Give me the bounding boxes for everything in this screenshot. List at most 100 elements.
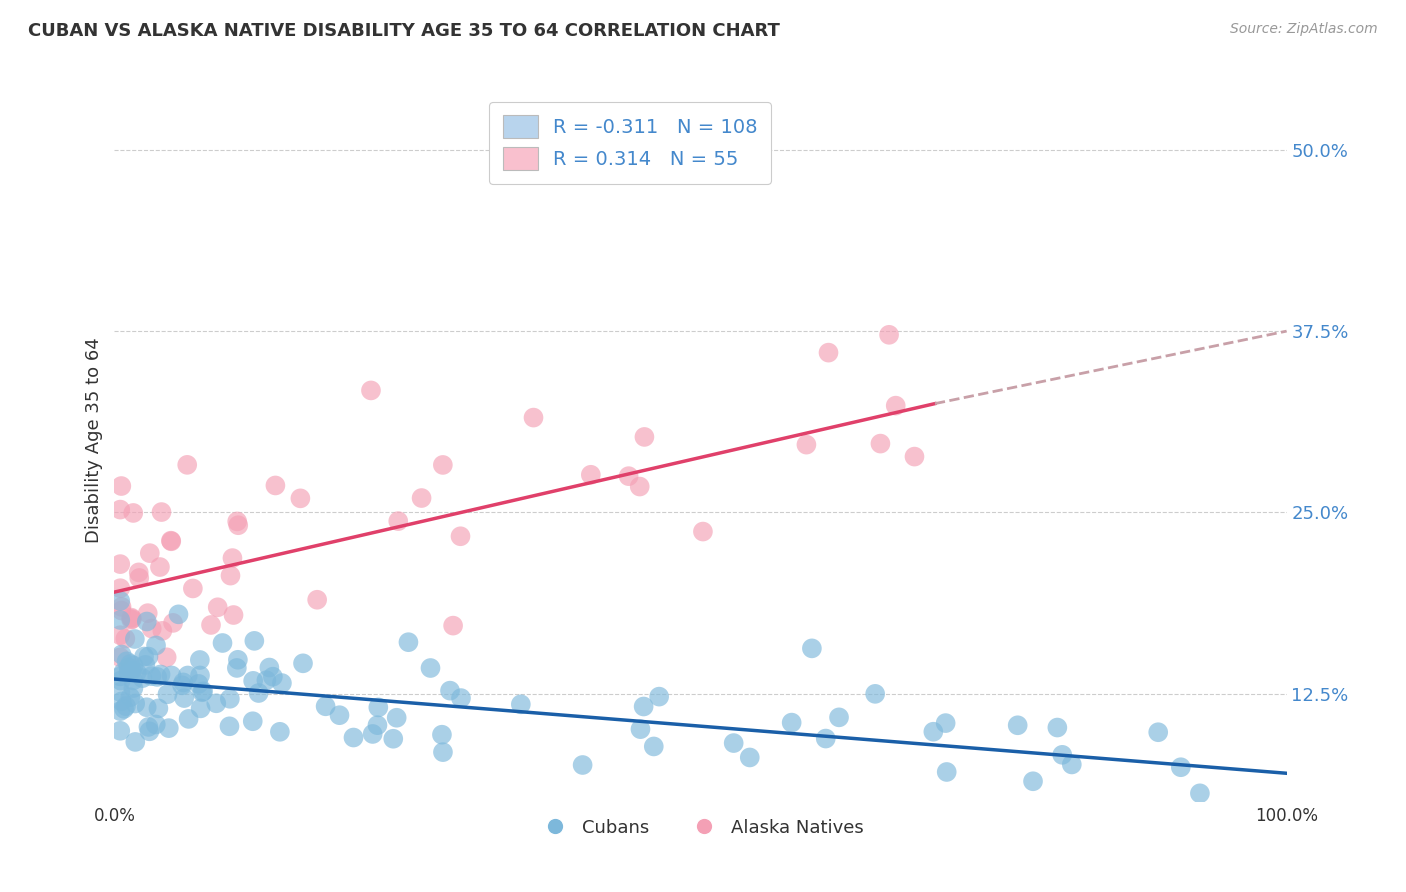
- Point: [125, 665, 148, 680]
- Point: [522, 410, 544, 425]
- Point: [1147, 725, 1170, 739]
- Point: [411, 491, 433, 505]
- Point: [222, 607, 245, 622]
- Point: [120, 657, 142, 671]
- Point: [141, 622, 163, 636]
- Point: [138, 724, 160, 739]
- Point: [110, 557, 132, 571]
- Point: [181, 582, 204, 596]
- Point: [149, 560, 172, 574]
- Point: [128, 566, 150, 580]
- Point: [187, 677, 209, 691]
- Point: [118, 665, 141, 680]
- Point: [115, 699, 138, 714]
- Point: [292, 657, 315, 671]
- Point: [110, 613, 132, 627]
- Point: [342, 731, 364, 745]
- Point: [207, 600, 229, 615]
- Point: [120, 613, 142, 627]
- Point: [145, 639, 167, 653]
- Point: [160, 668, 183, 682]
- Point: [139, 546, 162, 560]
- Point: [382, 731, 405, 746]
- Point: [110, 650, 132, 665]
- Point: [150, 505, 173, 519]
- Point: [110, 723, 132, 738]
- Point: [1170, 760, 1192, 774]
- Point: [177, 668, 200, 682]
- Point: [419, 661, 441, 675]
- Point: [269, 724, 291, 739]
- Point: [172, 675, 194, 690]
- Point: [173, 691, 195, 706]
- Point: [122, 506, 145, 520]
- Point: [110, 704, 132, 718]
- Point: [1007, 718, 1029, 732]
- Point: [264, 478, 287, 492]
- Text: CUBAN VS ALASKA NATIVE DISABILITY AGE 35 TO 64 CORRELATION CHART: CUBAN VS ALASKA NATIVE DISABILITY AGE 35…: [28, 22, 780, 40]
- Point: [633, 699, 655, 714]
- Point: [922, 724, 945, 739]
- Point: [903, 450, 925, 464]
- Point: [128, 571, 150, 585]
- Point: [439, 683, 461, 698]
- Point: [243, 633, 266, 648]
- Point: [218, 691, 240, 706]
- Point: [110, 685, 132, 699]
- Point: [828, 710, 851, 724]
- Point: [648, 690, 671, 704]
- Point: [156, 650, 179, 665]
- Point: [738, 750, 761, 764]
- Point: [124, 697, 146, 711]
- Point: [509, 698, 531, 712]
- Point: [176, 458, 198, 472]
- Point: [796, 437, 818, 451]
- Point: [219, 568, 242, 582]
- Point: [780, 715, 803, 730]
- Point: [167, 607, 190, 622]
- Point: [226, 518, 249, 533]
- Point: [110, 628, 132, 642]
- Point: [188, 668, 211, 682]
- Point: [138, 649, 160, 664]
- Point: [157, 721, 180, 735]
- Point: [242, 714, 264, 729]
- Point: [124, 632, 146, 646]
- Point: [177, 712, 200, 726]
- Point: [935, 764, 957, 779]
- Point: [254, 673, 277, 688]
- Point: [366, 718, 388, 732]
- Point: [117, 660, 139, 674]
- Point: [1052, 747, 1074, 762]
- Point: [141, 669, 163, 683]
- Point: [205, 696, 228, 710]
- Point: [432, 745, 454, 759]
- Point: [361, 727, 384, 741]
- Point: [1188, 786, 1211, 800]
- Point: [114, 632, 136, 646]
- Point: [162, 615, 184, 630]
- Point: [160, 533, 183, 548]
- Point: [110, 603, 132, 617]
- Point: [122, 658, 145, 673]
- Legend: Cubans, Alaska Natives: Cubans, Alaska Natives: [530, 812, 870, 844]
- Point: [877, 327, 900, 342]
- Point: [225, 661, 247, 675]
- Point: [814, 731, 837, 746]
- Point: [115, 654, 138, 668]
- Point: [132, 649, 155, 664]
- Point: [156, 687, 179, 701]
- Point: [110, 581, 132, 595]
- Point: [387, 514, 409, 528]
- Point: [110, 673, 132, 688]
- Point: [271, 676, 294, 690]
- Point: [110, 479, 132, 493]
- Point: [150, 624, 173, 638]
- Point: [121, 612, 143, 626]
- Point: [630, 722, 652, 736]
- Point: [367, 700, 389, 714]
- Point: [247, 686, 270, 700]
- Point: [1046, 721, 1069, 735]
- Point: [122, 681, 145, 695]
- Point: [242, 673, 264, 688]
